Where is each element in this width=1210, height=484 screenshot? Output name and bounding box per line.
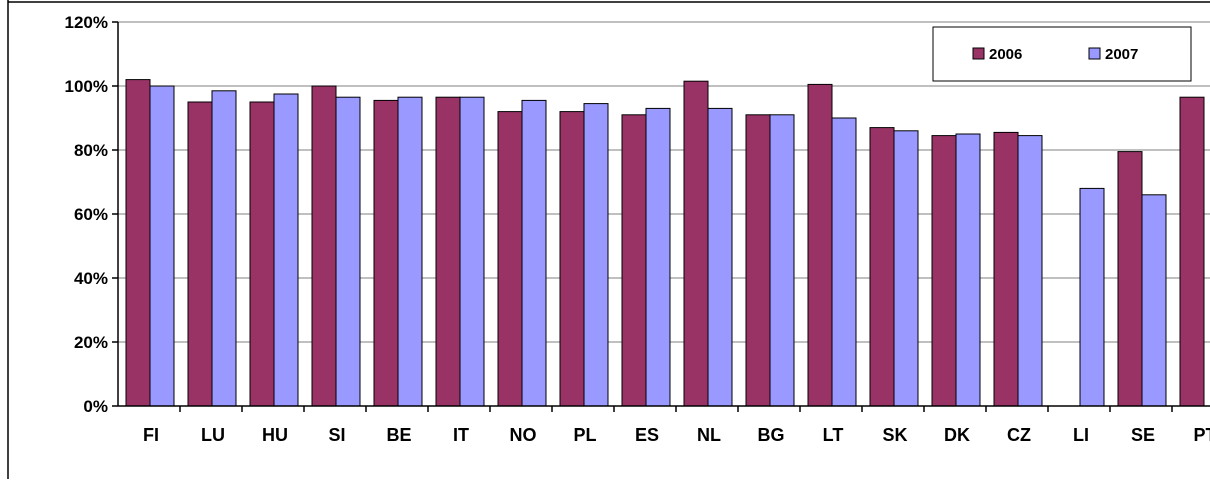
bar-2007-LU xyxy=(211,90,237,407)
bar-2006-NO xyxy=(497,111,523,407)
y-tick-label: 0% xyxy=(83,397,108,416)
legend-swatch-2006 xyxy=(972,47,985,60)
x-tick-label: NL xyxy=(697,425,721,445)
bar-2006-BE xyxy=(373,99,399,407)
x-tick-label: PT xyxy=(1193,425,1210,445)
x-tick-label: SE xyxy=(1131,425,1155,445)
y-tick-label: 80% xyxy=(74,141,108,160)
x-tick-label: DK xyxy=(944,425,970,445)
y-tick-label: 20% xyxy=(74,333,108,352)
x-tick-label: BE xyxy=(386,425,411,445)
bar-2007-FI xyxy=(149,85,175,407)
y-tick-label: 60% xyxy=(74,205,108,224)
bar-2007-BG xyxy=(769,114,795,407)
legend: 2006 2007 xyxy=(932,26,1192,82)
bar-2007-LT xyxy=(831,117,857,407)
bar-2007-NL xyxy=(707,107,733,407)
y-tick-labels: 0% 20% 40% 60% 80% 100% 120% xyxy=(65,13,108,416)
x-tick-label: PL xyxy=(573,425,596,445)
bar-2006-HU xyxy=(249,101,275,407)
x-tick-label: HU xyxy=(262,425,288,445)
y-tick-label: 120% xyxy=(65,13,108,32)
bar-2006-PL xyxy=(559,111,585,407)
x-tick-label: IT xyxy=(453,425,469,445)
bar-2006-FI xyxy=(125,79,151,407)
legend-swatch-2007 xyxy=(1088,47,1101,60)
bar-2006-CZ xyxy=(993,131,1019,407)
bar-2006-LT xyxy=(807,83,833,407)
bar-2006-BG xyxy=(745,114,771,407)
x-tick-label: SK xyxy=(882,425,907,445)
bar-2007-SK xyxy=(893,130,919,407)
bar-2007-SI xyxy=(335,96,361,407)
bar-2007-CZ xyxy=(1017,135,1043,407)
x-tick-label: ES xyxy=(635,425,659,445)
bar-2006-SK xyxy=(869,127,895,407)
bar-2007-NO xyxy=(521,99,547,407)
bar-2007-ES xyxy=(645,107,671,407)
bar-2006-PT xyxy=(1179,96,1205,407)
x-tick-label: FI xyxy=(143,425,159,445)
x-tick-label: LT xyxy=(823,425,844,445)
x-tick-label: BG xyxy=(758,425,785,445)
x-tick-labels: FI LU HU SI BE IT NO PL ES NL BG LT SK DK CZ LI SE PT xyxy=(143,425,1210,445)
legend-label-2006: 2006 xyxy=(989,46,1022,63)
bar-2007-DK xyxy=(955,133,981,407)
bar-2006-DK xyxy=(931,135,957,407)
bar-2007-LI xyxy=(1079,187,1105,407)
bar-2006-NL xyxy=(683,80,709,407)
x-tick-label: LI xyxy=(1073,425,1089,445)
bar-2007-BE xyxy=(397,96,423,407)
bar-2007-HU xyxy=(273,93,299,407)
bar-2006-SI xyxy=(311,85,337,407)
legend-box xyxy=(932,26,1192,82)
bars xyxy=(125,79,1205,407)
legend-label-2007: 2007 xyxy=(1105,46,1138,63)
x-tick-label: LU xyxy=(201,425,225,445)
bar-2007-IT xyxy=(459,96,485,407)
bar-2007-PL xyxy=(583,103,609,407)
y-tick-label: 40% xyxy=(74,269,108,288)
y-tick-label: 100% xyxy=(65,77,108,96)
bar-2007-SE xyxy=(1141,194,1167,407)
axes xyxy=(112,21,1210,412)
bar-2006-SE xyxy=(1117,151,1143,407)
x-tick-label: CZ xyxy=(1007,425,1031,445)
bar-2006-ES xyxy=(621,114,647,407)
x-tick-label: SI xyxy=(328,425,345,445)
bar-2006-IT xyxy=(435,96,461,407)
bar-2006-LU xyxy=(187,101,213,407)
x-tick-label: NO xyxy=(510,425,537,445)
